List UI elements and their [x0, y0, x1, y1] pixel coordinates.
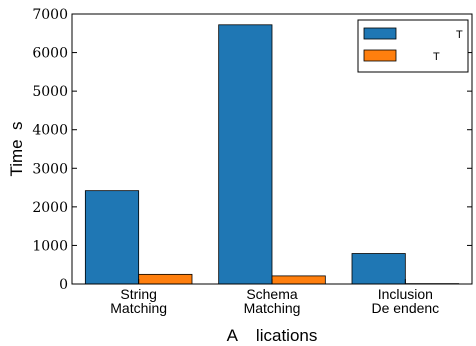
x-tick-label-line: Inclusion	[378, 286, 433, 302]
legend: TT	[357, 19, 469, 73]
x-tick-label-line: Matching	[244, 300, 301, 316]
x-tick-label: Schema Matching	[244, 286, 301, 316]
x-tick-label: String Matching	[110, 286, 167, 316]
x-tick-label-line: De endenc	[371, 300, 439, 316]
x-axis-label: A lications	[227, 326, 318, 345]
bar-series-1	[84, 190, 140, 285]
y-tick-label: 7000	[32, 7, 68, 23]
y-axis: 0 1000 2000 3000 4000 5000 6000 7000	[32, 7, 472, 293]
y-tick-label: 4000	[32, 123, 68, 139]
y-tick-label: 6000	[32, 46, 68, 62]
y-tick-label: 3000	[32, 161, 68, 177]
legend-label-series-1: T	[456, 29, 463, 41]
bar-series-2	[271, 275, 326, 285]
legend-swatch-series-2	[363, 49, 397, 62]
bars-layer	[84, 24, 460, 285]
x-tick-label-line: Schema	[246, 286, 298, 302]
x-tick-label-line: Matching	[110, 300, 167, 316]
y-axis-label: Time s	[7, 121, 26, 176]
legend-label-series-2: T	[433, 51, 440, 63]
bar-series-1	[218, 24, 273, 285]
y-tick-label: 2000	[32, 200, 68, 216]
bar-series-2	[138, 273, 193, 285]
y-tick-label: 5000	[32, 84, 68, 100]
bar-series-1	[351, 253, 406, 285]
legend-swatch-series-1	[363, 27, 397, 40]
x-tick-label: Inclusion De endenc	[371, 286, 439, 316]
y-tick-label: 1000	[32, 238, 68, 254]
y-tick-label: 0	[59, 277, 68, 293]
x-tick-label-line: String	[120, 286, 157, 302]
